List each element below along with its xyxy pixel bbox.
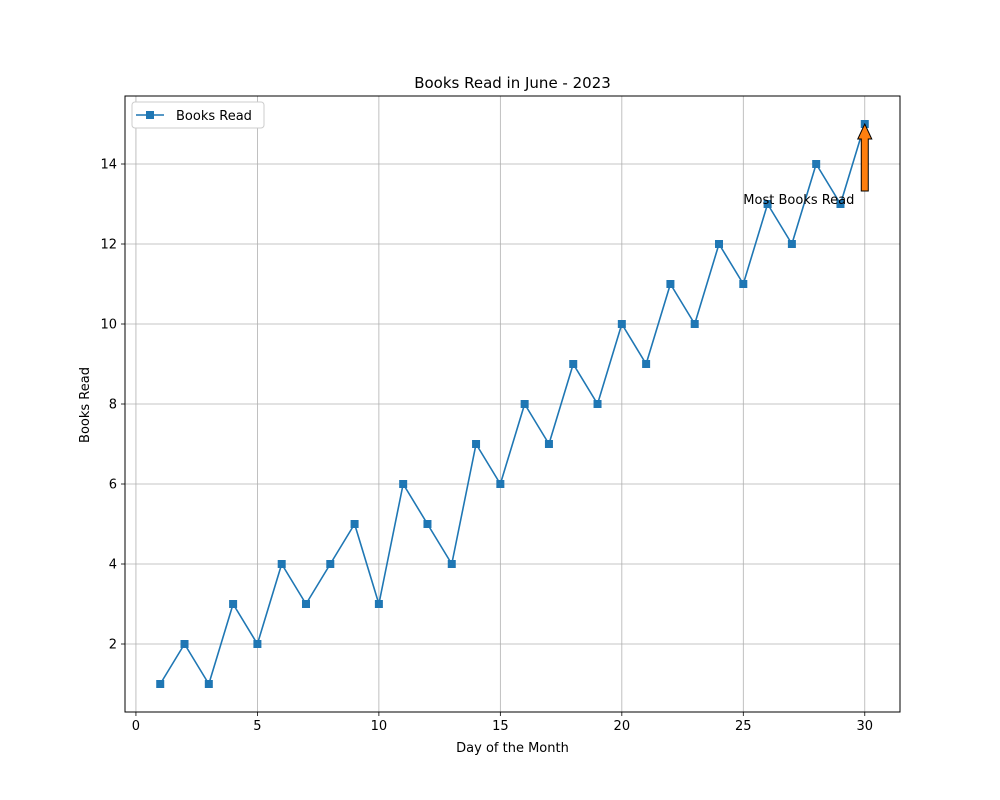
data-point-marker [277,560,286,568]
data-point-marker [690,320,699,328]
data-point-marker [496,480,505,488]
x-tick-label: 30 [856,719,873,734]
legend-label: Books Read [176,109,252,124]
data-point-marker [544,440,553,448]
y-tick-label: 10 [100,318,117,333]
axis-ticks: 0 5 10 15 20 25 30 2 4 6 8 10 12 14 [100,158,873,735]
legend-marker [146,111,154,119]
y-tick-label: 8 [109,398,117,413]
data-point-marker [253,640,262,648]
legend-box [131,101,265,129]
data-point-marker [812,160,821,168]
data-point-marker [301,600,310,608]
x-tick-label: 25 [735,719,752,734]
series-line [159,123,866,685]
x-tick-label: 10 [371,719,388,734]
y-tick-label: 14 [100,158,117,173]
annotation-arrow [856,122,873,192]
data-point-marker [617,320,626,328]
data-point-marker [787,240,796,248]
y-tick-label: 4 [109,558,117,573]
data-point-marker [569,360,578,368]
y-tick-label: 12 [100,238,117,253]
data-point-marker [350,520,359,528]
x-tick-label: 15 [492,719,509,734]
annotation-text: Most Books Read [743,193,854,208]
data-point-marker [399,480,408,488]
data-point-marker [666,280,675,288]
data-point-marker [763,200,772,208]
data-point-marker [642,360,651,368]
y-axis-label: Books Read [78,367,93,443]
data-point-marker [836,200,845,208]
annotation: Most Books Read [743,122,873,208]
data-point-marker [520,400,529,408]
data-point-marker [715,240,724,248]
data-point-marker [156,680,165,688]
legend: Books Read [131,101,265,129]
data-point-marker [423,520,432,528]
y-tick-label: 2 [109,638,117,653]
data-point-marker [374,600,383,608]
x-tick-label: 5 [253,719,261,734]
chart-title: Books Read in June - 2023 [414,74,611,92]
data-point-marker [180,640,189,648]
x-axis-label: Day of the Month [456,741,569,756]
data-point-marker [447,560,456,568]
x-tick-label: 0 [132,719,140,734]
y-tick-label: 6 [109,478,117,493]
data-point-marker [229,600,238,608]
data-point-marker [326,560,335,568]
data-point-marker [593,400,602,408]
x-tick-label: 20 [614,719,631,734]
data-point-marker [472,440,481,448]
series-books-read [156,120,869,688]
data-point-marker [739,280,748,288]
data-point-marker [204,680,213,688]
